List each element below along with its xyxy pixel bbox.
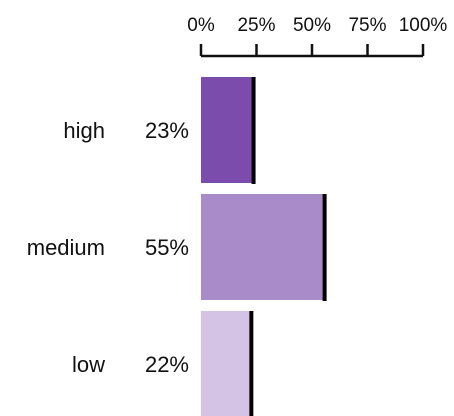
category-label: high xyxy=(63,118,105,143)
labels: high 23% medium 55% low 22% xyxy=(27,118,189,377)
x-axis: 0% 25% 50% 75% 100% xyxy=(187,15,448,58)
bar-low xyxy=(201,311,250,416)
value-label: 55% xyxy=(145,235,189,260)
category-label: low xyxy=(72,352,105,377)
x-tick-label: 50% xyxy=(293,15,331,36)
category-label: medium xyxy=(27,235,105,260)
bar-high xyxy=(201,77,253,183)
value-label: 22% xyxy=(145,352,189,377)
x-tick-label: 75% xyxy=(348,15,386,36)
x-tick-label: 25% xyxy=(237,15,275,36)
bars xyxy=(201,77,327,416)
bar-medium xyxy=(201,194,324,300)
value-label: 23% xyxy=(145,118,189,143)
x-tick-label: 100% xyxy=(399,15,448,36)
x-tick-label: 0% xyxy=(187,15,215,36)
